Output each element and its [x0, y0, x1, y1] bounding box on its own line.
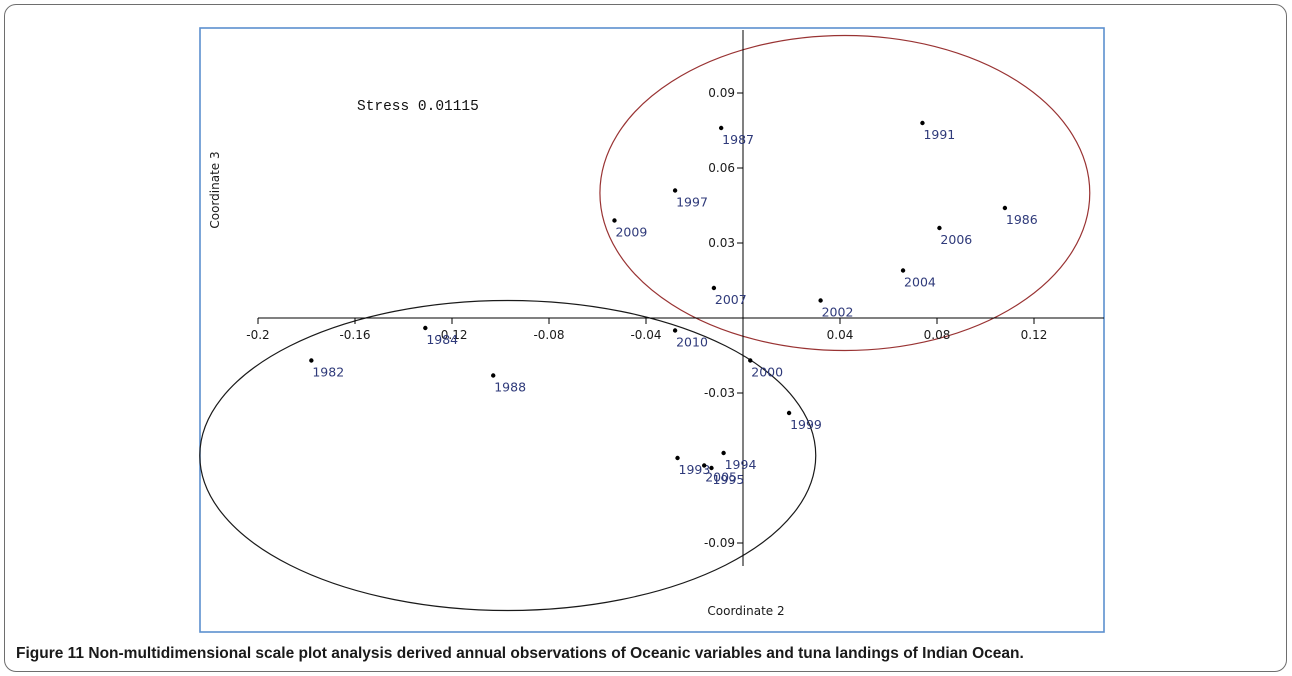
- point-label-1986: 1986: [1006, 212, 1038, 227]
- data-point-1993: [675, 455, 680, 461]
- point-label-2005: 2005: [705, 470, 737, 485]
- x-tick-label: -0.16: [339, 328, 370, 342]
- data-point-2004: [900, 268, 906, 273]
- data-point-2006: [937, 225, 942, 231]
- figure-caption: Figure 11 Non-multidimensional scale plo…: [16, 645, 1024, 663]
- data-point-2007: [711, 285, 717, 291]
- data-point-2002: [818, 298, 823, 303]
- data-point-1991: [920, 120, 925, 126]
- y-axis-title: Coordinate 3: [208, 151, 222, 228]
- data-point-1982: [309, 358, 314, 363]
- caption-label: Figure 11: [16, 645, 85, 662]
- y-tick-label: -0.03: [704, 386, 735, 400]
- data-point-2009: [612, 218, 617, 223]
- y-tick-label: 0.03: [708, 236, 735, 250]
- x-axis-title: Coordinate 2: [707, 604, 784, 618]
- group-ellipse-2: [199, 299, 817, 612]
- point-label-2006: 2006: [940, 232, 972, 247]
- y-tick-label: 0.09: [708, 86, 735, 100]
- caption-text: Non-multidimensional scale plot analysis…: [88, 645, 1024, 662]
- axes-layer: -0.2 -0.16 -0.12 -0.08 -0.04 0.04 0.08 0.12 0.09…: [246, 30, 1104, 566]
- point-label-2000: 2000: [751, 365, 783, 380]
- group-ellipse-1: [599, 34, 1091, 352]
- y-tick-label: 0.06: [708, 161, 735, 175]
- point-label-2002: 2002: [822, 305, 854, 320]
- point-label-1982: 1982: [312, 365, 344, 380]
- stress-annotation: Stress 0.01115: [357, 99, 479, 115]
- x-tick-label: 0.08: [924, 328, 951, 342]
- point-label-1999: 1999: [790, 417, 822, 432]
- figure-frame: [4, 4, 1287, 672]
- data-point-2005: [702, 463, 707, 468]
- x-tick-label: 0.12: [1021, 328, 1048, 342]
- x-tick-label: -0.2: [246, 328, 269, 342]
- data-point-1984: [423, 325, 428, 331]
- x-tick-label: 0.04: [827, 328, 854, 342]
- data-point-1997: [672, 188, 678, 193]
- point-label-1997: 1997: [676, 195, 708, 210]
- point-label-2004: 2004: [904, 275, 936, 290]
- point-label-1988: 1988: [494, 380, 526, 395]
- points-layer: 1987 1991 1997 2009 1986 2006 2004 2007 2002 1984…: [309, 120, 1038, 487]
- ellipses-layer: [199, 34, 1091, 612]
- point-label-2010: 2010: [676, 335, 708, 350]
- data-point-1999: [786, 410, 792, 416]
- data-point-1994: [721, 450, 726, 456]
- point-label-1987: 1987: [722, 132, 754, 147]
- data-point-1988: [491, 373, 496, 378]
- x-tick-label: -0.04: [630, 328, 661, 342]
- data-point-1987: [718, 125, 724, 131]
- point-label-1984: 1984: [426, 332, 458, 347]
- data-point-2000: [748, 358, 753, 363]
- point-label-1991: 1991: [923, 127, 955, 142]
- data-point-1995: [709, 465, 714, 471]
- plot-frame: [199, 27, 1105, 633]
- data-point-2010: [672, 328, 678, 333]
- data-point-1986: [1002, 205, 1008, 211]
- x-tick-label: -0.08: [533, 328, 564, 342]
- x-tick-label: -0.12: [436, 328, 467, 342]
- point-label-2009: 2009: [615, 225, 647, 240]
- point-label-1994: 1994: [725, 457, 757, 472]
- point-label-1995: 1995: [712, 472, 744, 487]
- y-tick-label: -0.09: [704, 536, 735, 550]
- point-label-2007: 2007: [715, 292, 747, 307]
